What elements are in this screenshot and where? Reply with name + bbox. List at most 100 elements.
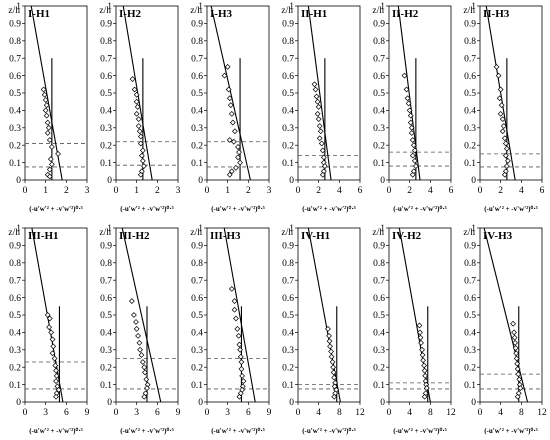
y-tick-label: 0.4: [282, 107, 294, 117]
x-tick-label: 4: [498, 408, 503, 418]
data-point: [511, 334, 518, 341]
data-point: [49, 336, 56, 343]
y-tick-label: 0.9: [282, 242, 294, 252]
x-tick-label: 0: [114, 408, 119, 418]
y-tick-label: 0: [198, 398, 203, 408]
y-tick-label: 0.5: [191, 89, 203, 99]
x-tick-label: 4: [407, 408, 412, 418]
data-point: [229, 119, 236, 126]
x-axis-label: (-u'w'² + -v'w'²)⁰·⁵: [120, 205, 174, 213]
y-tick-label: 0.6: [373, 72, 385, 82]
panel-title: III-H3: [210, 230, 241, 242]
data-point: [46, 137, 53, 143]
data-point: [129, 76, 136, 82]
y-tick-label: 0.6: [9, 72, 21, 82]
fit-line: [223, 228, 256, 402]
data-point: [133, 326, 140, 332]
panel-ii-h1: 0 0.1 0.2 0.3 0.4 0.5 0.6 0.7 0.8 0.9 1z/h 0 2 4 6 (-u'…: [281, 2, 362, 213]
data-point: [326, 332, 332, 339]
data-point: [316, 123, 323, 129]
data-point: [235, 144, 241, 150]
y-tick-label: 0.2: [282, 363, 294, 373]
x-axis-label: (-u'w'² + -v'w'²)⁰·⁵: [120, 427, 174, 435]
data-point: [227, 102, 234, 109]
data-point: [47, 156, 54, 163]
y-tick-label: 0.9: [373, 20, 385, 30]
data-point: [313, 93, 320, 100]
y-tick-label: 0.9: [282, 20, 294, 30]
y-axis-label: z/h: [372, 228, 384, 238]
y-tick-label: 0.5: [373, 311, 385, 321]
y-axis-label: z/h: [190, 228, 202, 238]
data-point: [139, 147, 146, 154]
data-point: [419, 352, 426, 358]
data-point: [42, 107, 49, 114]
y-tick-label: 1: [471, 224, 476, 234]
y-tick-label: 0.9: [191, 242, 203, 252]
data-point: [134, 104, 141, 110]
x-tick-label: 4: [428, 186, 433, 196]
y-tick-label: 0.6: [373, 294, 385, 304]
data-point: [46, 315, 53, 322]
data-point: [143, 376, 150, 383]
fit-line: [30, 6, 63, 180]
data-point: [226, 171, 233, 178]
data-point: [236, 341, 243, 348]
y-tick-label: 0: [16, 176, 21, 186]
y-tick-label: 0.3: [373, 124, 385, 134]
x-tick-label: 0: [23, 408, 28, 418]
y-tick-label: 1: [380, 2, 385, 12]
y-tick-label: 0.7: [373, 54, 385, 64]
data-point: [133, 110, 140, 117]
data-point: [137, 140, 144, 147]
y-tick-label: 0.8: [9, 37, 21, 47]
data-point: [128, 298, 135, 304]
y-tick-label: 1: [107, 224, 112, 234]
x-axis-label: (-u'w'² + -v'w'²)⁰·⁵: [302, 427, 356, 435]
y-tick-label: 0.1: [282, 159, 294, 169]
x-tick-label: 2: [64, 186, 69, 196]
x-tick-label: 3: [176, 186, 181, 196]
y-tick-label: 0.5: [282, 311, 294, 321]
data-point: [48, 329, 55, 336]
data-point: [137, 133, 144, 140]
data-point: [501, 171, 508, 178]
y-axis-label: z/h: [8, 228, 20, 238]
x-tick-label: 4: [519, 186, 524, 196]
x-tick-label: 0: [478, 186, 483, 196]
data-point: [139, 359, 146, 365]
data-point: [327, 343, 333, 350]
y-tick-label: 0.1: [191, 381, 203, 391]
data-point: [232, 128, 238, 135]
y-tick-label: 0.3: [464, 346, 476, 356]
y-tick-label: 0.9: [9, 242, 21, 252]
x-tick-label: 12: [355, 408, 365, 418]
data-point: [331, 374, 338, 381]
x-tick-label: 9: [267, 408, 272, 418]
data-point: [43, 112, 50, 119]
x-axis-label: (-u'w'² + -v'w'²)⁰·⁵: [211, 427, 265, 435]
panel-title: IV-H3: [483, 230, 513, 242]
x-tick-label: 3: [267, 186, 272, 196]
data-point: [417, 329, 423, 336]
y-tick-label: 0.7: [100, 54, 112, 64]
panel-title: IV-H2: [392, 230, 422, 242]
data-point: [231, 298, 238, 304]
y-tick-label: 0.9: [100, 242, 112, 252]
y-tick-label: 0.4: [100, 107, 112, 117]
data-point: [144, 385, 150, 391]
data-point: [136, 339, 143, 346]
data-point: [516, 376, 523, 383]
y-tick-label: 0.3: [191, 124, 203, 134]
y-tick-label: 0.6: [464, 294, 476, 304]
x-tick-label: 0: [205, 186, 210, 196]
data-point: [420, 357, 426, 364]
x-tick-label: 4: [337, 186, 342, 196]
x-axis-label: (-u'w'² + -v'w'²)⁰·⁵: [393, 427, 447, 435]
x-tick-label: 0: [205, 408, 210, 418]
y-tick-label: 0.3: [100, 124, 112, 134]
y-tick-label: 0.1: [282, 381, 294, 391]
data-point: [318, 140, 325, 147]
data-point: [234, 326, 241, 332]
y-tick-label: 0.7: [373, 276, 385, 286]
